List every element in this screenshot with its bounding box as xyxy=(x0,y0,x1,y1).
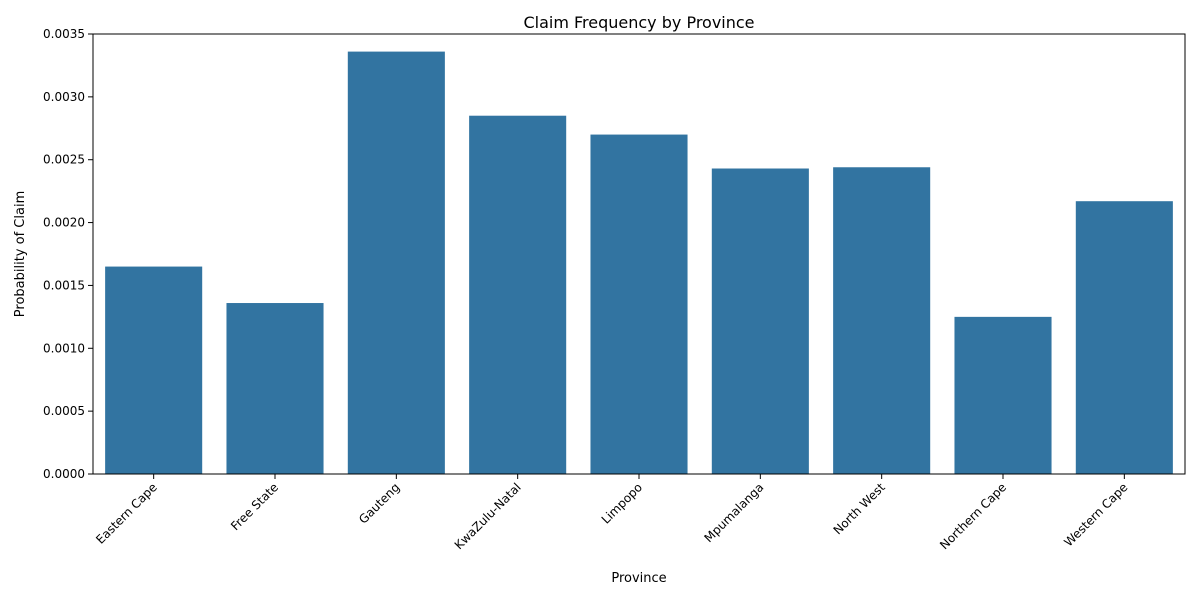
y-tick-label: 0.0005 xyxy=(43,404,85,418)
x-tick-label: Limpopo xyxy=(599,480,645,526)
bar-northern-cape xyxy=(954,316,1052,474)
y-axis-label: Probability of Claim xyxy=(13,191,28,317)
y-tick-label: 0.0000 xyxy=(43,467,85,481)
bar-eastern-cape xyxy=(105,266,203,474)
bar-mpumalanga xyxy=(711,168,809,474)
x-tick-label: Eastern Cape xyxy=(93,480,160,547)
y-tick-label: 0.0010 xyxy=(43,341,85,355)
y-tick-label: 0.0015 xyxy=(43,278,85,292)
bar-kwazulu-natal xyxy=(469,115,567,475)
y-tick-label: 0.0025 xyxy=(43,153,85,167)
y-tick-label: 0.0030 xyxy=(43,90,85,104)
x-tick-label: KwaZulu-Natal xyxy=(452,480,524,552)
x-tick-label: Mpumalanga xyxy=(701,480,766,545)
chart-title: Claim Frequency by Province xyxy=(523,13,754,32)
bar-gauteng xyxy=(347,51,445,474)
bars-group xyxy=(105,51,1173,475)
plot-frame xyxy=(92,33,1186,475)
bar-limpopo xyxy=(590,134,688,474)
x-tick-label: Western Cape xyxy=(1061,480,1130,549)
bar-free-state xyxy=(226,303,324,474)
x-axis-label: Province xyxy=(611,571,666,586)
x-tick-label: North West xyxy=(831,480,888,537)
x-tick-label: Free State xyxy=(228,480,281,533)
x-tick-label: Gauteng xyxy=(356,480,402,526)
x-tick-label: Northern Cape xyxy=(937,480,1009,552)
x-axis: Eastern Cape Free State Gauteng KwaZulu-Nat… xyxy=(93,474,1130,552)
bar-north-west xyxy=(833,167,931,474)
bar-western-cape xyxy=(1075,201,1173,474)
y-tick-label: 0.0020 xyxy=(43,216,85,230)
y-tick-label: 0.0035 xyxy=(43,27,85,41)
y-axis: 0.0000 0.0005 0.0010 0.0015 0.0020 0.0025 0.00… xyxy=(43,27,93,481)
